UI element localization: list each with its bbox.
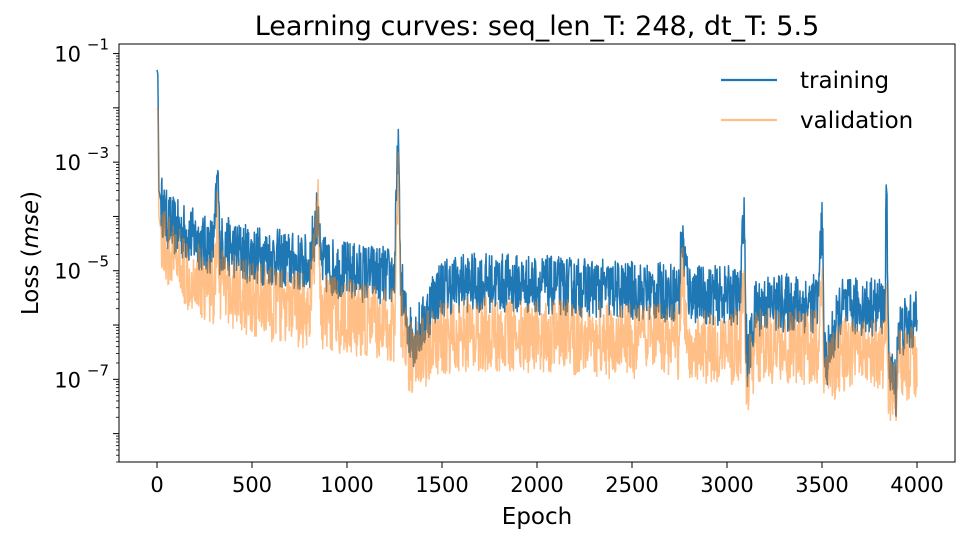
chart-title: Learning curves: seq_len_T: 248, dt_T: 5… — [255, 11, 820, 42]
y-axis-title-italic: mse — [18, 200, 44, 249]
y-tick-base: 10 — [54, 368, 81, 392]
x-tick-label: 3500 — [795, 473, 848, 497]
y-tick-exponent: −5 — [87, 253, 109, 271]
x-tick-label: 4000 — [890, 473, 943, 497]
x-tick-label: 1000 — [320, 473, 373, 497]
y-tick-exponent: −7 — [87, 361, 109, 379]
legend-label-training: training — [800, 68, 889, 94]
x-tick-label: 0 — [150, 473, 163, 497]
y-tick-base: 10 — [54, 43, 81, 67]
x-tick-label: 2500 — [605, 473, 658, 497]
y-axis-title-suffix: ) — [18, 191, 44, 200]
x-axis-title: Epoch — [502, 504, 572, 530]
x-tick-label: 500 — [232, 473, 272, 497]
series-line-validation — [156, 107, 918, 422]
axes-layer: 0 500 1000 1500 2000 2500 3000 3500 4000 10 −1 10 −3… — [54, 36, 956, 497]
y-tick-exponent: −1 — [87, 36, 109, 54]
x-tick-label: 2000 — [510, 473, 563, 497]
y-tick-exponent: −3 — [87, 144, 109, 162]
legend: training validation — [721, 68, 913, 134]
x-tick-label: 3000 — [700, 473, 753, 497]
y-tick-label: 10 — [54, 43, 81, 67]
y-axis-title: Loss (mse) — [18, 191, 44, 315]
y-tick-base: 10 — [54, 151, 81, 175]
y-tick-label: 10 — [54, 368, 81, 392]
y-tick-label: 10 — [54, 151, 81, 175]
series-line-training — [156, 69, 918, 418]
x-tick-label: 1500 — [415, 473, 468, 497]
y-tick-label: 10 — [54, 260, 81, 284]
y-axis-title-prefix: Loss ( — [18, 248, 44, 315]
series-layer — [156, 69, 918, 422]
y-tick-base: 10 — [54, 260, 81, 284]
legend-label-validation: validation — [800, 108, 913, 134]
